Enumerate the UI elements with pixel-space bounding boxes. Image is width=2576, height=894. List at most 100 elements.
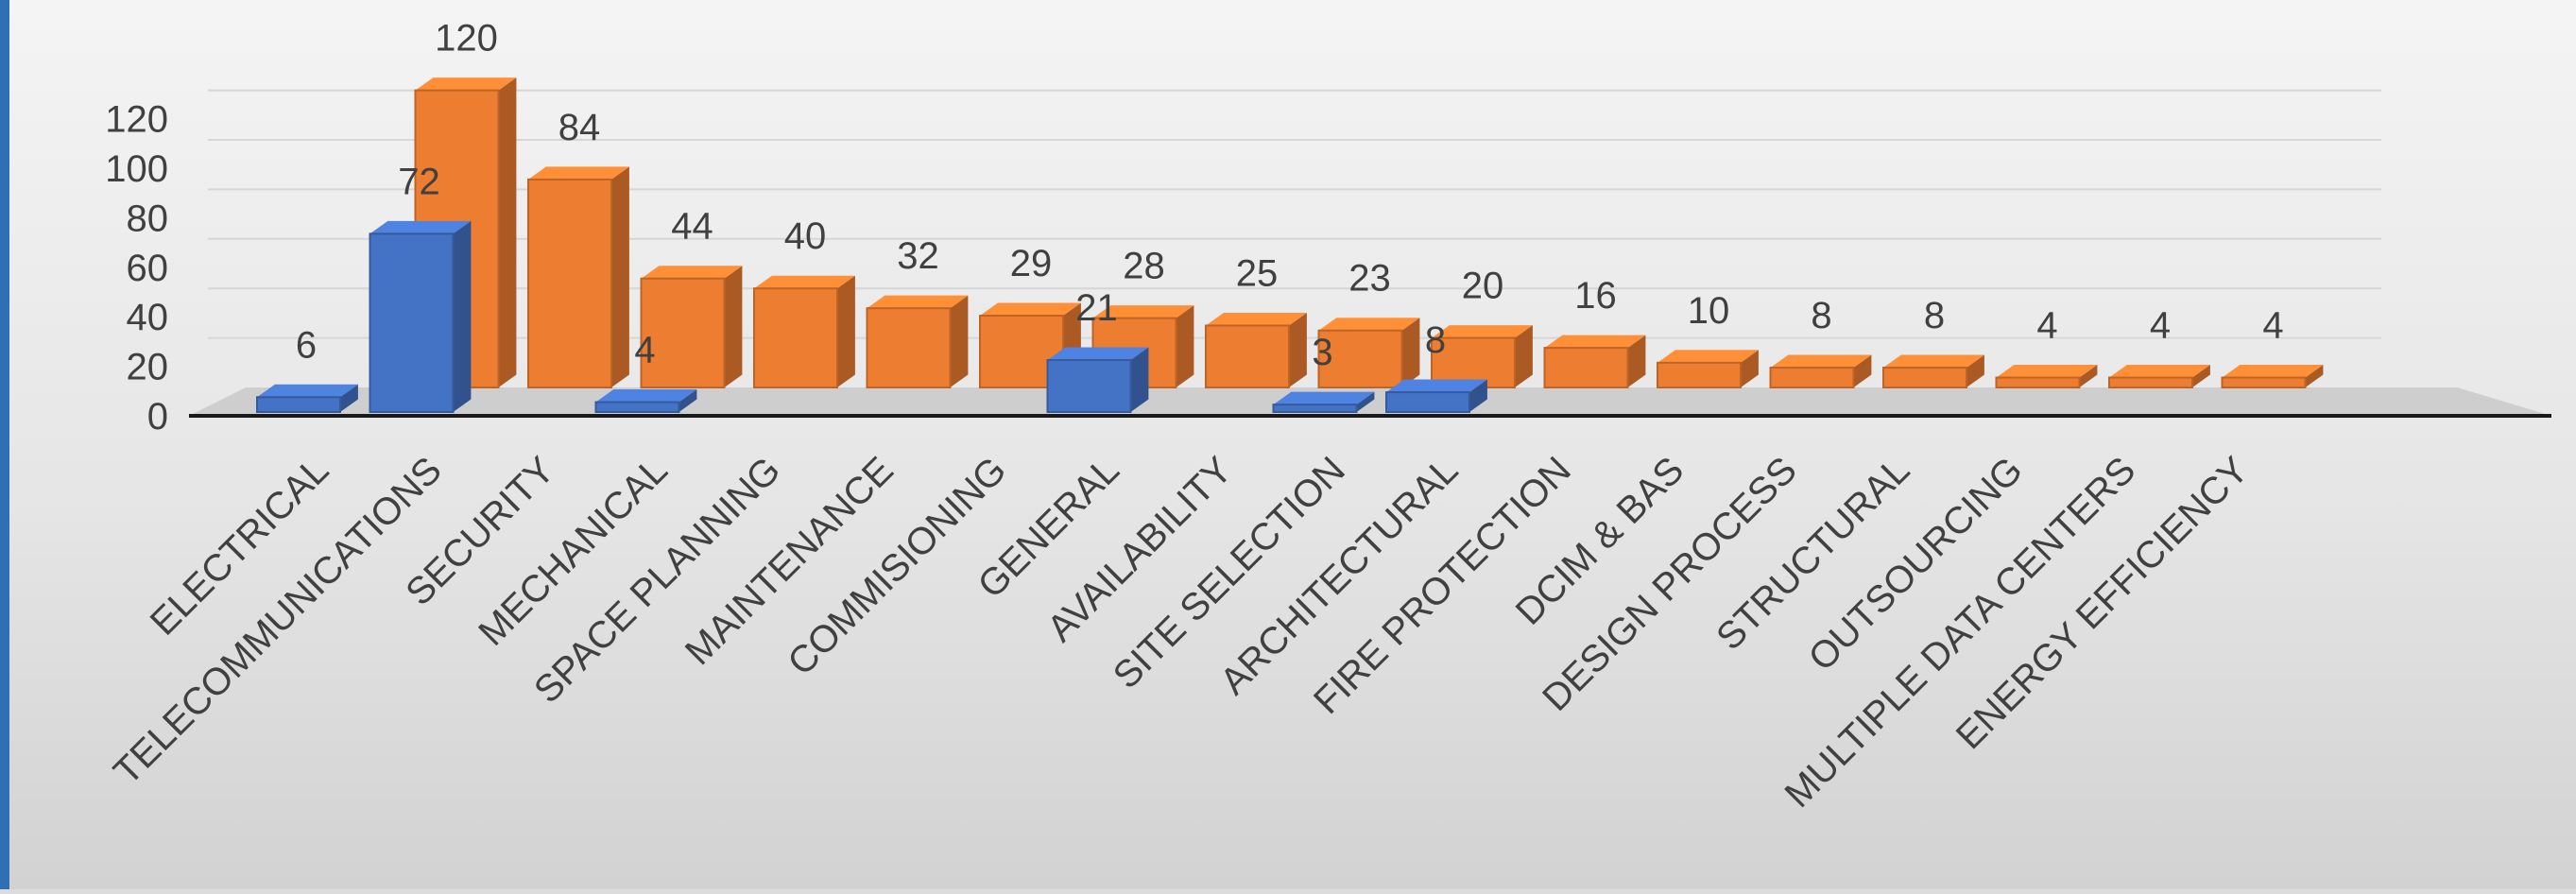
left-accent-bar — [0, 0, 9, 889]
series-2-bar-top — [1318, 318, 1420, 331]
series-1-bar — [1272, 391, 1375, 414]
series-2-bar-side — [1515, 325, 1533, 387]
series-2-data-label: 4 — [2150, 305, 2171, 347]
y-tick-label: 20 — [127, 347, 169, 388]
series-1-bar — [369, 220, 472, 413]
series-2-bar-top — [2109, 365, 2210, 378]
y-tick-label: 80 — [127, 198, 169, 239]
series-2-bar-front — [753, 287, 838, 389]
series-1-bar-front — [256, 396, 341, 413]
series-1-bar-top — [369, 220, 472, 234]
series-2-bar-top — [867, 295, 969, 309]
series-2-bar-side — [1627, 335, 1646, 387]
series-2-bar-side — [1176, 305, 1194, 387]
series-2-bar-top — [1544, 335, 1646, 349]
series-2-bar — [640, 266, 743, 388]
series-2-bar-front — [1431, 336, 1516, 389]
series-2-bar-top — [980, 302, 1081, 317]
y-tick-label: 40 — [127, 297, 169, 338]
series-1-bar — [1385, 379, 1487, 414]
series-1-bar-side — [340, 384, 358, 412]
series-1-data-label: 4 — [634, 330, 655, 371]
series-2-bar-top — [1092, 305, 1194, 318]
series-2-bar-top — [2222, 365, 2324, 378]
series-2-bar-front — [866, 307, 952, 388]
series-2-data-label: 4 — [2036, 305, 2057, 347]
series-2-bar-front — [1769, 367, 1855, 389]
y-tick-label: 0 — [147, 396, 168, 438]
series-1-data-label: 8 — [1425, 319, 1446, 361]
series-1-data-label: 72 — [398, 161, 440, 202]
series-1-bar-top — [1386, 379, 1487, 393]
series-1-data-label: 21 — [1075, 287, 1118, 329]
series-1-bar-side — [1130, 347, 1149, 412]
series-2-data-label: 20 — [1462, 266, 1504, 307]
series-2-bar-top — [1657, 350, 1759, 363]
series-1-bar — [256, 384, 358, 413]
series-1-bar-side — [1356, 391, 1375, 412]
bars — [256, 77, 2324, 414]
series-2-bar-top — [641, 266, 743, 279]
series-2-bar-side — [2192, 365, 2210, 387]
series-2-data-label: 16 — [1574, 275, 1617, 317]
series-2-bar — [527, 166, 629, 388]
series-2-bar — [2221, 365, 2324, 388]
y-tick-label: 60 — [127, 248, 169, 289]
series-2-bar-side — [1289, 313, 1307, 387]
series-2-bar-front — [2221, 376, 2307, 388]
series-2-data-label: 40 — [784, 215, 827, 257]
series-2-data-label: 8 — [1924, 295, 1945, 336]
series-2-data-label: 8 — [1811, 295, 1831, 336]
series-2-bar-side — [611, 166, 629, 387]
series-2-bar — [1543, 335, 1646, 388]
series-1-bar-front — [594, 401, 680, 413]
series-2-bar-top — [1432, 325, 1533, 338]
series-2-data-label: 32 — [897, 235, 939, 277]
series-2-bar-side — [1401, 318, 1420, 387]
series-1-data-label: 6 — [296, 324, 317, 366]
series-2-bar-front — [2108, 376, 2193, 388]
series-1-bar-top — [1273, 391, 1375, 405]
series-2-data-label: 23 — [1348, 258, 1391, 300]
series-1-bar-side — [1469, 379, 1487, 412]
series-2-bar-side — [1741, 350, 1759, 387]
series-2-bar-top — [528, 166, 629, 180]
series-1-bar-front — [1272, 404, 1358, 414]
series-2-bar — [1995, 365, 2098, 388]
series-2-bar-front — [527, 178, 612, 388]
series-2-data-label: 44 — [671, 206, 713, 248]
series-2-bar-side — [498, 77, 517, 387]
series-1-bar-front — [369, 232, 455, 413]
series-2-data-label: 25 — [1236, 253, 1279, 295]
series-1-bar-side — [453, 220, 472, 412]
series-2-bar-side — [2305, 365, 2324, 387]
series-2-data-label: 10 — [1688, 290, 1730, 332]
series-2-bar-top — [1883, 354, 1984, 369]
series-2-bar-front — [1205, 324, 1290, 388]
series-2-bar-side — [1853, 354, 1872, 387]
series-1-bar-side — [678, 389, 697, 412]
series-2-bar — [1882, 354, 1984, 389]
series-2-data-label: 28 — [1123, 246, 1165, 287]
series-1-data-label: 3 — [1312, 332, 1332, 373]
series-2-bar-front — [1657, 361, 1742, 388]
series-1-bar — [1046, 347, 1149, 414]
series-2-bar-side — [724, 266, 743, 387]
series-2-bar-side — [950, 295, 969, 387]
series-2-bar-front — [1882, 367, 1967, 389]
series-1-bar-front — [1385, 391, 1470, 414]
y-axis-ticks: 0 20 40 60 80 100 120 — [105, 99, 168, 438]
series-2-data-label: 4 — [2262, 305, 2283, 347]
series-1-bar-top — [595, 389, 697, 403]
series-2-bar — [1317, 318, 1420, 388]
series-2-bar — [1657, 350, 1759, 388]
series-2-bar — [2108, 365, 2210, 388]
series-2-bar — [753, 275, 855, 389]
series-2-bar-top — [1996, 365, 2098, 378]
series-2-bar — [866, 295, 969, 388]
y-tick-label: 120 — [105, 99, 168, 141]
series-2-bar-front — [1317, 329, 1403, 388]
